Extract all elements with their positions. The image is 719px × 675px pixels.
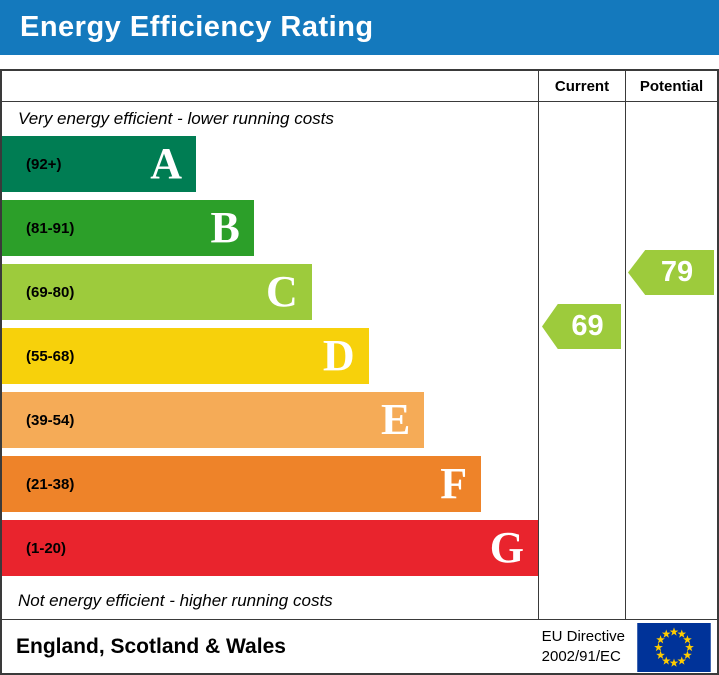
current-score-cell: 69 (538, 102, 625, 619)
band-range-label: (55-68) (26, 347, 75, 365)
band-range-label: (81-91) (26, 219, 75, 237)
band-letter: F (440, 459, 468, 508)
chart-header-spacer (2, 71, 538, 102)
footer-bar: England, Scotland & Wales EU Directive 2… (2, 619, 717, 674)
band-a: (92+) A (2, 136, 197, 192)
top-note: Very energy efficient - lower running co… (18, 109, 334, 128)
potential-rating-value: 79 (660, 256, 694, 288)
band-b: (81-91) B (2, 200, 254, 256)
eu-directive-label: EU Directive 2002/91/EC (542, 627, 625, 668)
band-d: (55-68) D (2, 328, 369, 384)
eu-flag-stars (654, 626, 694, 667)
band-range-label: (1-20) (26, 539, 67, 557)
band-letter: C (266, 267, 298, 316)
potential-column-header: Potential (625, 71, 717, 102)
band-letter: D (322, 331, 355, 380)
current-rating-value: 69 (571, 310, 604, 342)
band-letter: A (150, 139, 183, 188)
current-column-header: Current (538, 71, 625, 102)
chart-title: Energy Efficiency Rating (20, 11, 374, 43)
band-e: (39-54) E (2, 392, 425, 448)
band-range-label: (21-38) (26, 475, 75, 493)
band-f: (21-38) F (2, 456, 482, 512)
band-g: (1-20) G (2, 520, 538, 576)
chart-title-bar: Energy Efficiency Rating (0, 0, 719, 55)
eu-directive-line2: 2002/91/EC (541, 648, 621, 665)
current-rating-arrow: 69 (542, 304, 621, 349)
band-range-label: (69-80) (26, 283, 75, 301)
bands-container: (92+) A (81-91) B (69-80) C (55-68) D (39-54) E (2… (2, 136, 538, 576)
band-c: (69-80) C (2, 264, 312, 320)
eu-directive-line1: EU Directive (541, 627, 625, 645)
band-range-label: (92+) (26, 155, 62, 173)
potential-score-cell: 79 (625, 102, 717, 619)
band-letter: G (489, 523, 524, 572)
band-range-label: (39-54) (26, 411, 75, 429)
rating-table: Current Potential Very energy efficient … (0, 69, 719, 675)
potential-rating-arrow: 79 (628, 250, 714, 295)
bands-area: Very energy efficient - lower running co… (2, 102, 538, 619)
band-letter: B (210, 203, 240, 252)
rating-grid: Current Potential Very energy efficient … (2, 71, 717, 619)
eu-flag-icon (637, 622, 711, 672)
region-label: England, Scotland & Wales (16, 635, 286, 658)
bottom-note: Not energy efficient - higher running co… (18, 590, 333, 610)
band-letter: E (381, 395, 411, 444)
